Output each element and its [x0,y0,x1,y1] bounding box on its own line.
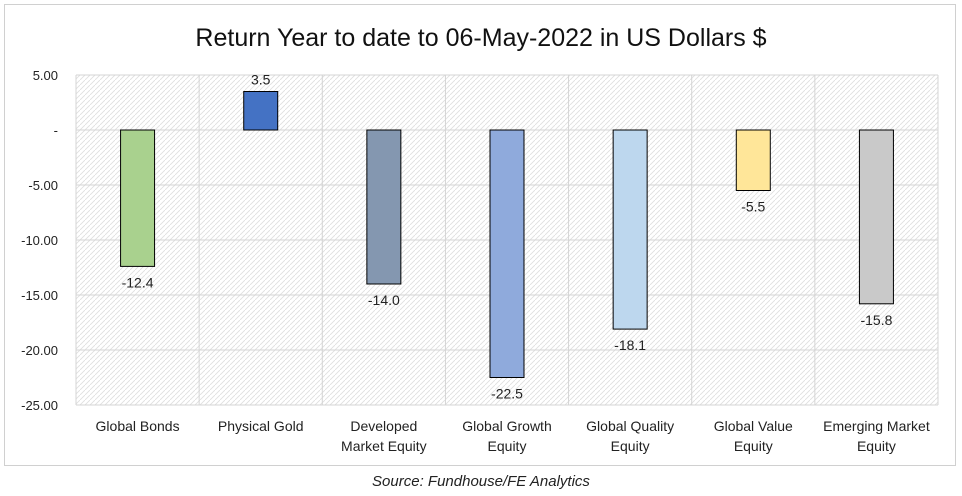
x-category-label: Global Growth [462,418,551,434]
x-category-label: Emerging Market [823,418,930,434]
bar [489,129,525,378]
x-category-label: Equity [734,438,773,454]
source-note: Source: Fundhouse/FE Analytics [372,473,590,490]
x-category-label: Equity [488,438,527,454]
bar [612,129,648,330]
x-category-label: Market Equity [341,438,427,454]
bar-layer [120,91,894,378]
y-tick-label: -15.00 [21,288,58,303]
data-label: -12.4 [122,274,154,290]
bar [858,129,894,305]
x-category-label: Equity [857,438,896,454]
x-category-label: Global Bonds [96,418,180,434]
x-category-label: Physical Gold [218,418,304,434]
data-label: 3.5 [251,72,271,88]
y-tick-label: -10.00 [21,233,58,248]
bar-chart: Return Year to date to 06-May-2022 in US… [21,24,939,454]
chart-title: Return Year to date to 06-May-2022 in US… [195,24,766,52]
data-label: -18.1 [614,337,646,353]
x-category-label: Global Value [714,418,793,434]
data-label: -14.0 [368,292,400,308]
data-label: -5.5 [741,199,765,215]
y-tick-label: -5.00 [28,178,58,193]
x-category-label: Equity [611,438,650,454]
x-category-label: Developed [350,418,417,434]
bar [243,91,279,131]
data-label: -22.5 [491,386,523,402]
y-tick-label: 5.00 [33,68,58,83]
y-tick-label: -25.00 [21,398,58,413]
y-tick-label: -20.00 [21,343,58,358]
label-layer: 5.00 - -5.00 -10.00 -15.00 -20.00 -25.00 -12.4 G… [21,68,930,454]
bar [366,129,402,285]
data-label: -15.8 [860,312,892,328]
x-category-label: Global Quality [586,418,674,434]
bar [120,129,156,267]
bar [735,129,771,191]
y-tick-label: - [54,123,58,138]
